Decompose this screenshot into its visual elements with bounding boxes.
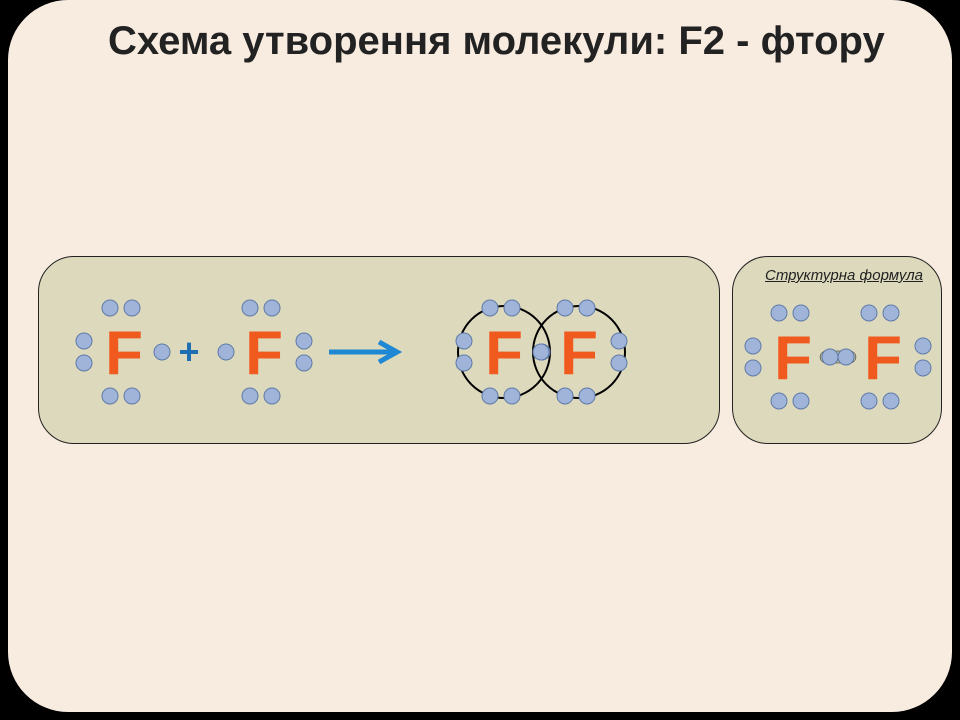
svg-text:F: F xyxy=(864,324,902,393)
svg-text:F: F xyxy=(245,319,283,388)
slide: Схема утворення молекули: F2 - фтору FFF… xyxy=(8,0,952,712)
reaction-diagram: FFFF+ xyxy=(39,257,719,443)
svg-text:F: F xyxy=(485,319,523,388)
svg-text:F: F xyxy=(105,319,143,388)
svg-text:F: F xyxy=(774,324,812,393)
slide-title: Схема утворення молекули: F2 - фтору xyxy=(108,18,892,64)
side-panel: Структурна формула FF xyxy=(732,256,942,444)
svg-text:+: + xyxy=(178,331,199,372)
svg-text:F: F xyxy=(560,319,598,388)
main-panel: FFFF+ xyxy=(38,256,720,444)
structural-diagram: FF xyxy=(733,257,941,443)
